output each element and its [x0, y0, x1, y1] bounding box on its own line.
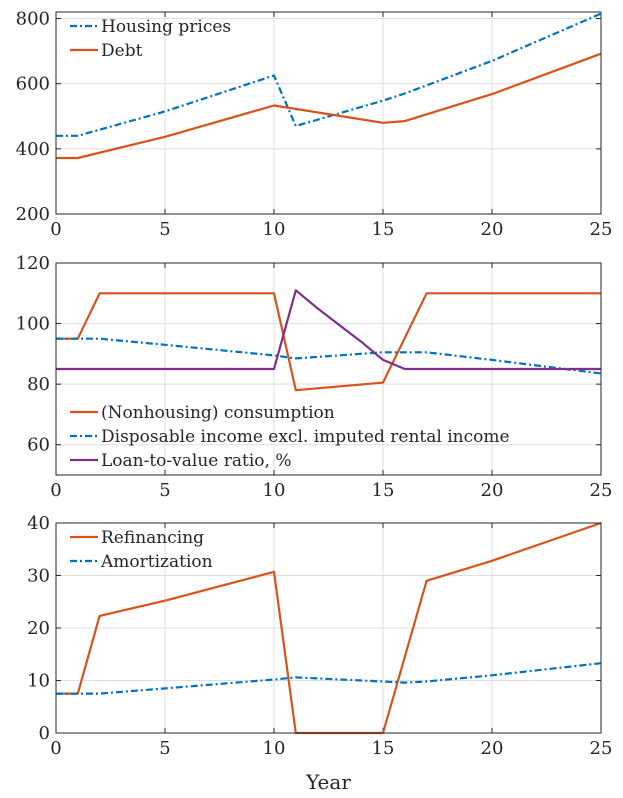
plot-frame — [55, 262, 602, 476]
y-tick-label: 40 — [27, 513, 50, 534]
series-line-1 — [56, 292, 601, 392]
chart-panel-2: 0 5 10 15 20 25 60 80 100 120 (Nonhousing) consump… — [16, 253, 613, 501]
y-tick-label: 80 — [27, 374, 50, 395]
x-tick-label: 5 — [159, 480, 170, 501]
x-tick-label: 0 — [50, 738, 61, 759]
legend-entry: Amortization — [100, 552, 213, 572]
y-tick-label: 200 — [16, 204, 50, 225]
y-tick-label: 120 — [16, 253, 50, 274]
x-tick-label: 25 — [590, 738, 613, 759]
series-line-2 — [56, 662, 602, 695]
x-tick-label: 20 — [481, 738, 504, 759]
x-tick-label: 5 — [159, 738, 170, 759]
y-tick-label: 100 — [16, 314, 50, 335]
chart-panel-3: 0 5 10 15 20 25 0 10 20 30 40 Refinancing Amortizati… — [27, 513, 612, 759]
x-tick-label: 15 — [372, 480, 395, 501]
chart-panel-1: 0 5 10 15 20 25 200 400 600 800 Housing prices Debt — [16, 9, 613, 240]
x-tick-label: 20 — [481, 480, 504, 501]
series-line-2 — [56, 52, 602, 160]
x-tick-label: 15 — [372, 219, 395, 240]
y-tick-label: 30 — [27, 566, 50, 587]
x-tick-label: 20 — [481, 219, 504, 240]
x-tick-label: 25 — [590, 219, 613, 240]
x-tick-label: 10 — [263, 219, 286, 240]
series-line-2 — [56, 337, 602, 375]
plot-frame — [55, 522, 602, 734]
y-tick-label: 800 — [16, 9, 50, 30]
y-tick-label: 10 — [27, 671, 50, 692]
x-tick-label: 15 — [372, 738, 395, 759]
x-tick-label: 25 — [590, 480, 613, 501]
series-line-1 — [56, 12, 602, 137]
y-tick-label: 0 — [39, 723, 50, 744]
legend-entry: Housing prices — [101, 17, 231, 37]
series-line-3 — [56, 289, 601, 371]
x-tick-label: 0 — [50, 219, 61, 240]
y-tick-label: 20 — [27, 618, 50, 639]
x-axis-title: Year — [305, 770, 351, 794]
legend-entry: Disposable income excl. imputed rental i… — [101, 427, 510, 447]
x-tick-label: 10 — [263, 480, 286, 501]
y-tick-label: 600 — [16, 74, 50, 95]
x-tick-label: 0 — [50, 480, 61, 501]
legend-entry: Debt — [101, 41, 143, 61]
legend-entry: Loan-to-value ratio, % — [101, 451, 291, 471]
series-line-1 — [56, 521, 602, 735]
x-tick-label: 10 — [263, 738, 286, 759]
legend-entry: Refinancing — [101, 528, 204, 548]
y-tick-label: 60 — [27, 435, 50, 456]
plot-frame — [55, 11, 602, 215]
legend-entry: (Nonhousing) consumption — [101, 403, 335, 423]
x-tick-label: 5 — [159, 219, 170, 240]
y-tick-label: 400 — [16, 139, 50, 160]
